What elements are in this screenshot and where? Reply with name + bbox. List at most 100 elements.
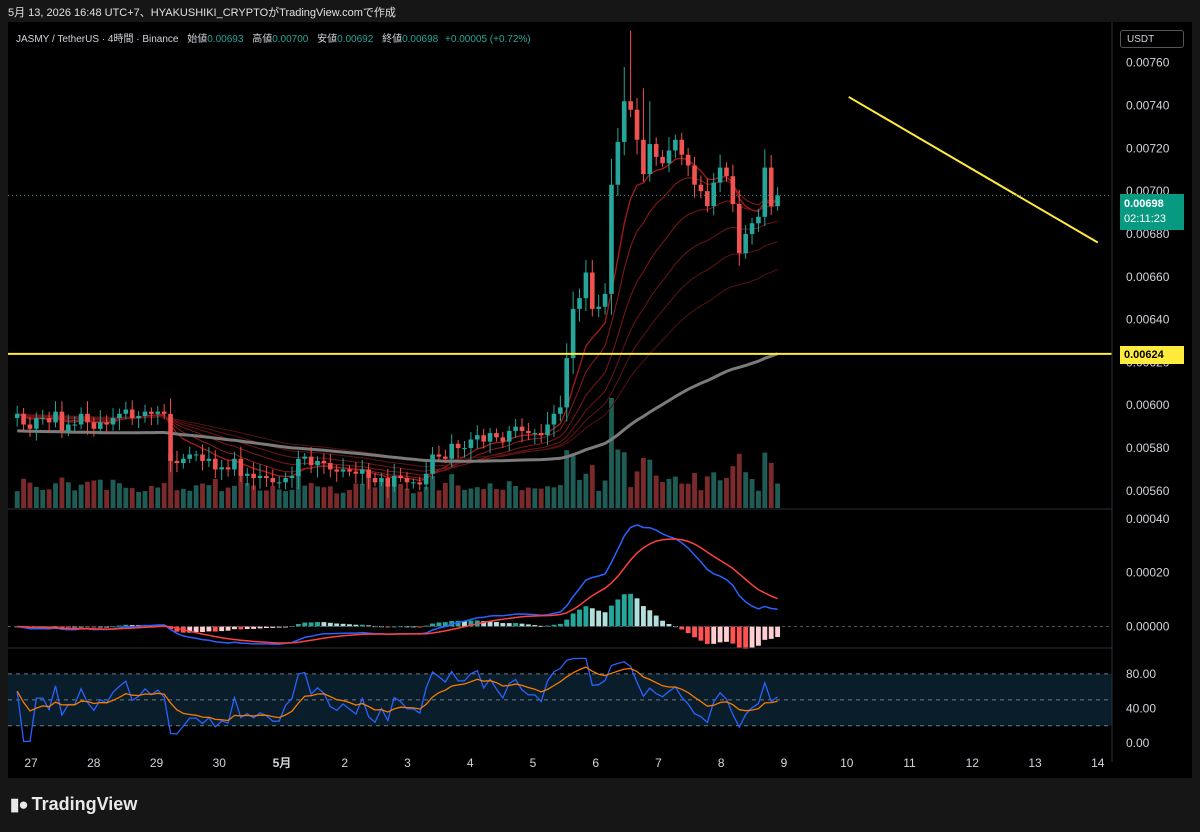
volume-bar [33,487,39,508]
macd-histogram-bar [615,599,621,627]
candle [558,407,563,414]
volume-bar [353,483,359,508]
macd-histogram-bar [59,626,65,628]
macd-histogram-bar [653,615,659,627]
macd-histogram-bar [685,626,691,634]
time-tick-label: 3 [404,756,411,770]
chart-canvas[interactable]: 0.005600.005800.006000.006200.006400.006… [8,22,1192,778]
volume-bar [110,479,116,508]
macd-histogram-bar [519,623,525,627]
macd-histogram-bar [506,623,512,627]
volume-bar [232,485,237,508]
candle [232,458,237,470]
volume-bar [72,490,78,508]
volume-bar [442,482,448,508]
volume-bar [736,453,742,508]
macd-histogram-bar [743,626,749,649]
volume-bar [423,486,429,508]
macd-histogram-bar [65,626,71,628]
currency-button[interactable]: USDT [1120,30,1184,48]
candle [206,458,212,461]
candle [110,418,116,425]
candle [328,463,333,470]
candle [181,458,186,464]
macd-histogram-bar [219,626,225,632]
candle [494,433,499,438]
macd-histogram-bar [347,624,352,627]
volume-bar [557,485,563,508]
candle [238,458,244,476]
volume-bar [462,489,467,508]
volume-bar [743,472,749,508]
volume-bar [308,482,314,508]
macd-histogram-bar [577,609,582,627]
volume-bar [621,452,627,508]
volume-bar [225,487,231,508]
macd-histogram-bar [410,626,416,628]
volume-bar [104,489,110,508]
tradingview-brand: ▮● TradingView [10,794,137,815]
candle [366,469,371,479]
volume-bar [685,483,691,508]
price-tick-label: 0.00760 [1126,56,1170,70]
candle [705,191,710,207]
macd-histogram-bar [232,626,237,630]
macd-histogram-bar [596,610,602,627]
time-tick-label: 8 [718,756,725,770]
candle [347,469,352,472]
rsi-line [16,657,778,743]
time-tick-label: 9 [781,756,788,770]
candle [59,411,65,431]
candle [589,272,595,309]
time-tick-label: 29 [150,756,164,770]
volume-bar [519,490,525,508]
volume-bar [142,491,148,508]
candle [455,443,461,449]
candle [104,422,109,425]
volume-bar [155,487,161,508]
time-tick-label: 6 [592,756,599,770]
tradingview-logo-icon: ▮● [10,795,29,814]
candle [768,167,774,207]
sma-line [17,352,779,463]
time-tick-label: 10 [840,756,854,770]
candle [468,439,474,449]
candle [698,184,704,192]
macd-histogram-bar [442,622,448,627]
volume-bar [749,479,755,508]
macd-histogram-bar [564,619,570,627]
candle [411,482,416,484]
moving-averages [16,157,779,482]
candle [449,443,455,459]
macd-histogram-bar [200,626,205,632]
macd-histogram-bar [545,625,550,627]
candle [85,413,90,423]
volume-bar [359,483,365,508]
volume-bar [602,480,608,508]
candle [775,195,780,207]
macd-histogram-bar [756,626,761,646]
candle [321,460,327,464]
brand-name: TradingView [31,794,138,814]
volume-bar [123,487,129,508]
candle [340,469,346,472]
price-tick-label: 0.00660 [1126,270,1170,284]
volume-bar [513,485,519,508]
macd-histogram-bar [129,625,135,627]
volume-bar [14,491,20,508]
time-tick-label: 5 [530,756,537,770]
volume-bar [263,490,269,508]
macd-histogram-bar [513,623,519,627]
volume-bars [14,398,781,508]
close-label: 終値 [382,34,403,45]
candle [391,475,397,487]
volume-bar [136,491,142,508]
volume-bar [436,490,442,508]
volume-bar [756,490,761,508]
time-tick-label: 27 [24,756,38,770]
macd-histogram-bar [302,622,308,627]
candle [762,167,768,217]
candle [398,475,403,479]
volume-bar [180,488,186,508]
volume-bar [679,483,685,508]
